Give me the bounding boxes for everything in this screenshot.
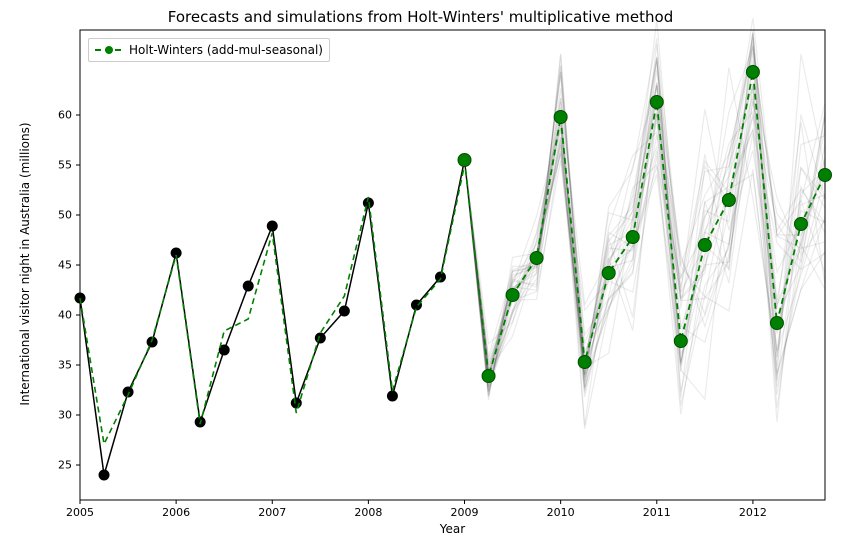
- observed-marker: [315, 333, 326, 344]
- forecast-marker: [554, 111, 567, 124]
- fitted-line: [80, 165, 465, 444]
- legend: Holt-Winters (add-mul-seasonal): [88, 38, 330, 62]
- ytick-label: 45: [58, 259, 72, 272]
- chart-svg: [80, 30, 825, 500]
- forecast-marker: [746, 66, 759, 79]
- xtick-label: 2011: [643, 506, 671, 519]
- observed-marker: [267, 221, 278, 232]
- observed-marker: [243, 281, 254, 292]
- xtick-label: 2007: [258, 506, 286, 519]
- forecast-marker: [506, 289, 519, 302]
- observed-line: [80, 160, 465, 475]
- observed-marker: [339, 306, 350, 317]
- observed-marker: [411, 300, 422, 311]
- observed-marker: [99, 470, 110, 481]
- xtick-label: 2012: [739, 506, 767, 519]
- forecast-marker: [674, 335, 687, 348]
- forecast-marker: [650, 96, 663, 109]
- observed-marker: [435, 272, 446, 283]
- ytick-label: 40: [58, 309, 72, 322]
- legend-swatch: [95, 44, 123, 56]
- xtick-label: 2010: [547, 506, 575, 519]
- ytick-label: 35: [58, 359, 72, 372]
- ytick-label: 25: [58, 459, 72, 472]
- chart-title: Forecasts and simulations from Holt-Wint…: [0, 8, 841, 26]
- observed-marker: [291, 398, 302, 409]
- simulation-paths: [465, 18, 825, 429]
- xtick-label: 2006: [162, 506, 190, 519]
- ytick-label: 60: [58, 109, 72, 122]
- forecast-marker: [482, 370, 495, 383]
- forecast-marker: [530, 252, 543, 265]
- observed-marker: [387, 391, 398, 402]
- ytick-label: 30: [58, 409, 72, 422]
- y-axis-label: International visitor night in Australia…: [18, 29, 32, 499]
- forecast-marker: [602, 267, 615, 280]
- forecast-marker: [770, 317, 783, 330]
- forecast-marker: [626, 231, 639, 244]
- ytick-label: 50: [58, 209, 72, 222]
- forecast-marker: [722, 194, 735, 207]
- forecast-marker: [578, 356, 591, 369]
- xtick-label: 2005: [66, 506, 94, 519]
- forecast-marker: [698, 239, 711, 252]
- chart-axes: Holt-Winters (add-mul-seasonal) 20052006…: [80, 30, 825, 500]
- forecast-marker: [458, 154, 471, 167]
- x-axis-label: Year: [80, 522, 825, 536]
- xtick-label: 2008: [354, 506, 382, 519]
- forecast-marker: [794, 218, 807, 231]
- forecast-marker: [819, 169, 832, 182]
- legend-label: Holt-Winters (add-mul-seasonal): [129, 43, 323, 57]
- ytick-label: 55: [58, 159, 72, 172]
- xtick-label: 2009: [451, 506, 479, 519]
